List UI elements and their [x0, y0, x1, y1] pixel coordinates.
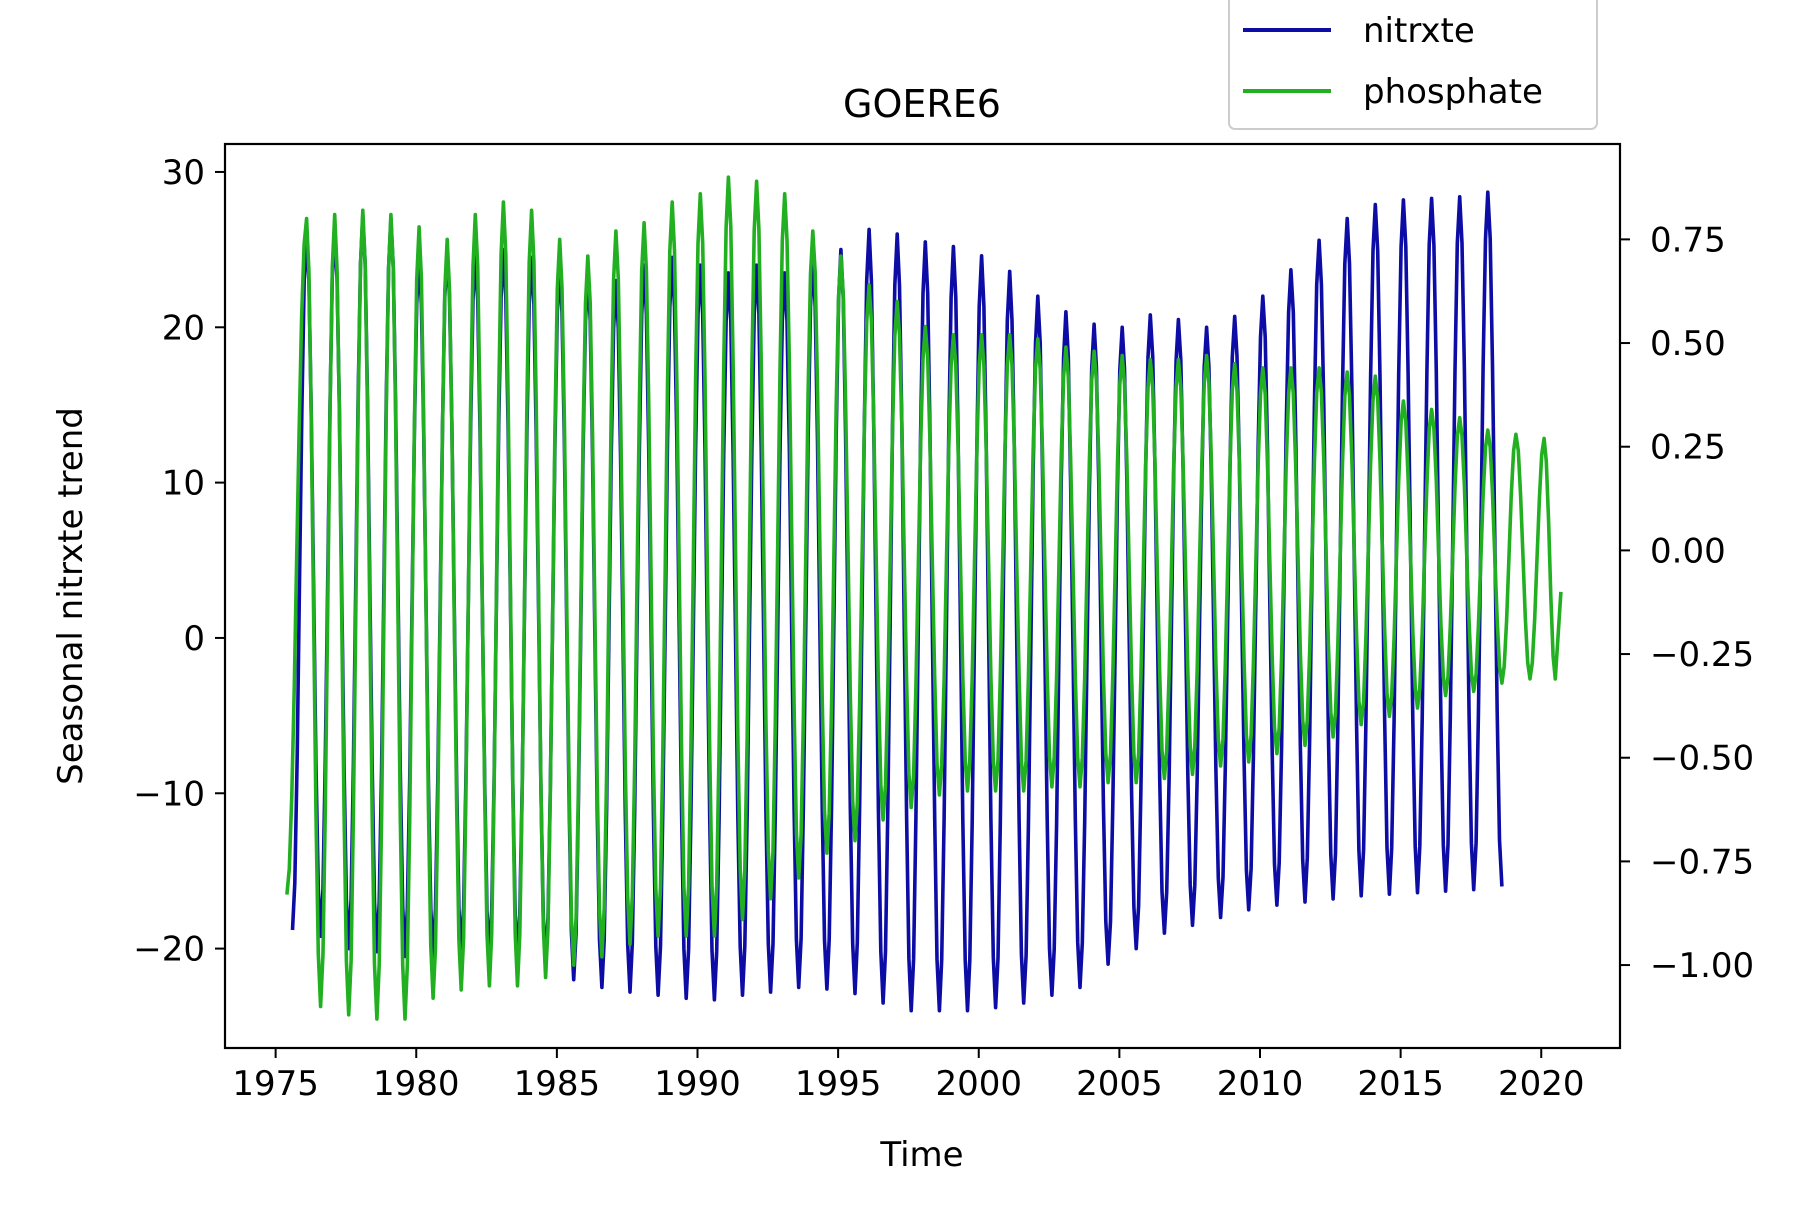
x-tick-label: 1980 — [373, 1064, 460, 1104]
y-right-tick-label: 0.50 — [1650, 324, 1726, 364]
series-lines — [285, 175, 1563, 1021]
y-right-tick-label: −0.25 — [1650, 635, 1754, 675]
y-right-tick-label: 0.75 — [1650, 220, 1726, 260]
x-tick-label: 1975 — [232, 1064, 319, 1104]
x-tick-label: 2015 — [1357, 1064, 1444, 1104]
x-tick-label: 1985 — [514, 1064, 601, 1104]
x-tick-label: 1995 — [795, 1064, 882, 1104]
y-left-tick-label: −20 — [133, 930, 205, 970]
x-tick-label: 2020 — [1498, 1064, 1585, 1104]
plot-frame — [223, 142, 1622, 1050]
axes: 1975 1980 1985 1990 1995 2000 2005 2010 2015 2020… — [133, 142, 1754, 1104]
x-axis-label: Time — [879, 1135, 963, 1175]
y-right-tick-label: 0.00 — [1650, 531, 1726, 571]
x-tick-label: 2000 — [935, 1064, 1022, 1104]
y-left-tick-label: 20 — [162, 308, 205, 348]
x-tick-label: 2010 — [1217, 1064, 1304, 1104]
y-left-tick-label: 30 — [162, 153, 205, 193]
plot-area — [285, 175, 1563, 1021]
y-right-tick-label: 0.25 — [1650, 428, 1726, 468]
chart-title: GOERE6 — [843, 82, 1001, 126]
series-line-phosphate — [285, 175, 1563, 1021]
x-tick-label: 2005 — [1076, 1064, 1163, 1104]
y-right-tick-label: −1.00 — [1650, 946, 1754, 986]
legend-box — [1228, 0, 1598, 130]
x-tick-label: 1990 — [654, 1064, 741, 1104]
legend: nitrxte phosphate — [1228, 0, 1598, 130]
legend-label-phosphate: phosphate — [1363, 72, 1543, 112]
y-left-tick-label: −10 — [133, 774, 205, 814]
y-right-tick-label: −0.75 — [1650, 842, 1754, 882]
y-left-tick-label: 10 — [162, 464, 205, 504]
y-left-tick-label: 0 — [183, 619, 205, 659]
y-axis-label: Seasonal nitrxte trend — [51, 407, 91, 785]
y-right-tick-label: −0.50 — [1650, 739, 1754, 779]
legend-label-nitrxte: nitrxte — [1363, 11, 1475, 51]
